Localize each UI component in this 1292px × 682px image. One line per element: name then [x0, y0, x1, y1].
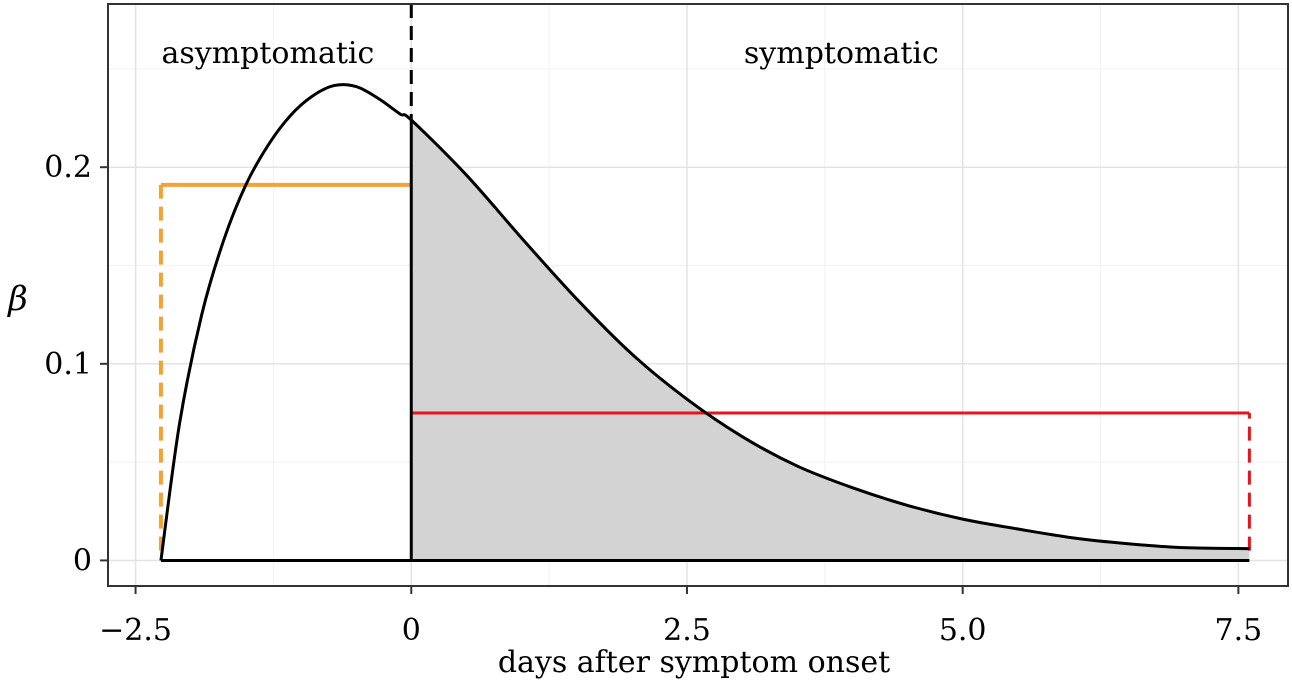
y-axis-title: β — [6, 279, 28, 319]
annotations: asymptomatic symptomatic — [162, 36, 939, 71]
infectiousness-curve — [159, 83, 1250, 561]
shaded-area — [411, 120, 1250, 561]
symptomatic-label: symptomatic — [744, 36, 939, 71]
marks-layer — [158, 4, 1251, 562]
x-tick-label: 2.5 — [663, 613, 711, 648]
plot-border — [107, 3, 1289, 587]
axis-ticks — [100, 166, 1240, 594]
asymptomatic-label: asymptomatic — [162, 36, 375, 71]
x-tick-label: −2.5 — [99, 613, 172, 648]
tick-labels: −2.5 0 2.5 5.0 7.500.10.2 — [44, 150, 1262, 648]
y-tick-label: 0.2 — [44, 150, 92, 185]
x-tick-label: 0 — [402, 613, 421, 648]
y-tick-label: 0 — [73, 543, 92, 578]
x-axis-title: days after symptom onset — [498, 645, 890, 680]
shaded-area-layer — [411, 120, 1250, 561]
x-tick-label: 5.0 — [939, 613, 987, 648]
x-tick-label: 7.5 — [1215, 613, 1263, 648]
y-tick-label: 0.1 — [44, 347, 92, 382]
plot-panel — [107, 3, 1289, 587]
